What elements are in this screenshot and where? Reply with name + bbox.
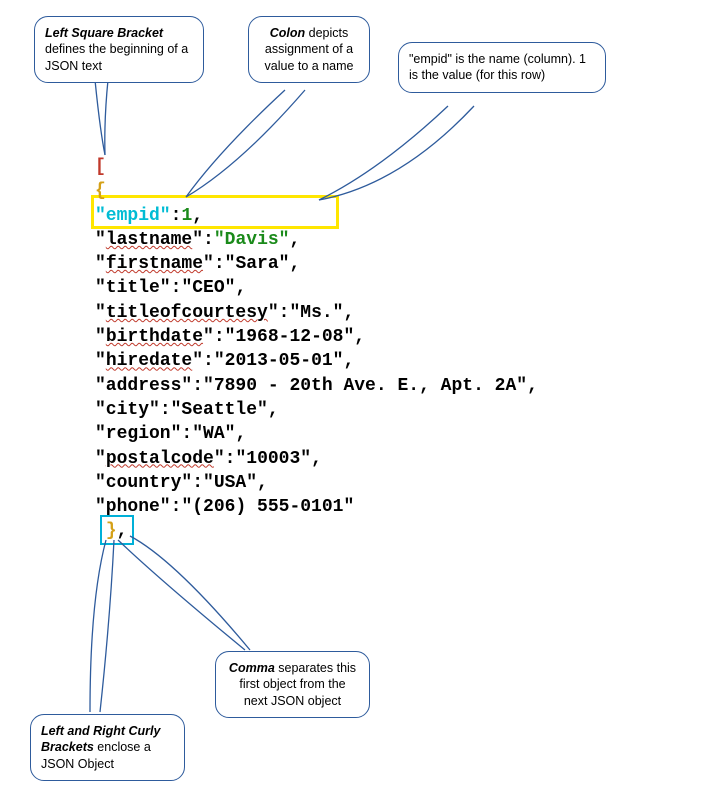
code-line: "empid":1, <box>95 204 538 228</box>
callout-curly: Left and Right Curly Brackets enclose a … <box>30 714 185 781</box>
callout-comma: Comma separates this first object from t… <box>215 651 370 718</box>
callout-bracket: Left Square Bracket defines the beginnin… <box>34 16 204 83</box>
json-code-block: [{"empid":1,"lastname":"Davis","firstnam… <box>95 155 538 544</box>
code-line: "titleofcourtesy":"Ms.", <box>95 301 538 325</box>
code-line: "title":"CEO", <box>95 276 538 300</box>
code-line: "region":"WA", <box>95 422 538 446</box>
code-line: "address":"7890 - 20th Ave. E., Apt. 2A"… <box>95 374 538 398</box>
code-line: "city":"Seattle", <box>95 398 538 422</box>
callout-colon-bold: Colon <box>270 26 305 40</box>
code-line: "lastname":"Davis", <box>95 228 538 252</box>
code-line: "phone":"(206) 555-0101" <box>95 495 538 519</box>
callout-bracket-rest: defines the beginning of a JSON text <box>45 42 188 72</box>
code-line: }, <box>95 519 538 543</box>
code-line: "firstname":"Sara", <box>95 252 538 276</box>
code-line: "birthdate":"1968-12-08", <box>95 325 538 349</box>
callout-bracket-bold: Left Square Bracket <box>45 26 163 40</box>
code-line: [ <box>95 155 538 179</box>
callout-comma-bold: Comma <box>229 661 275 675</box>
code-line: { <box>95 179 538 203</box>
code-line: "hiredate":"2013-05-01", <box>95 349 538 373</box>
code-line: "country":"USA", <box>95 471 538 495</box>
callout-empid: "empid" is the name (column). 1 is the v… <box>398 42 606 93</box>
callout-empid-text: "empid" is the name (column). 1 is the v… <box>409 52 586 82</box>
callout-colon: Colon depicts assignment of a value to a… <box>248 16 370 83</box>
code-line: "postalcode":"10003", <box>95 447 538 471</box>
